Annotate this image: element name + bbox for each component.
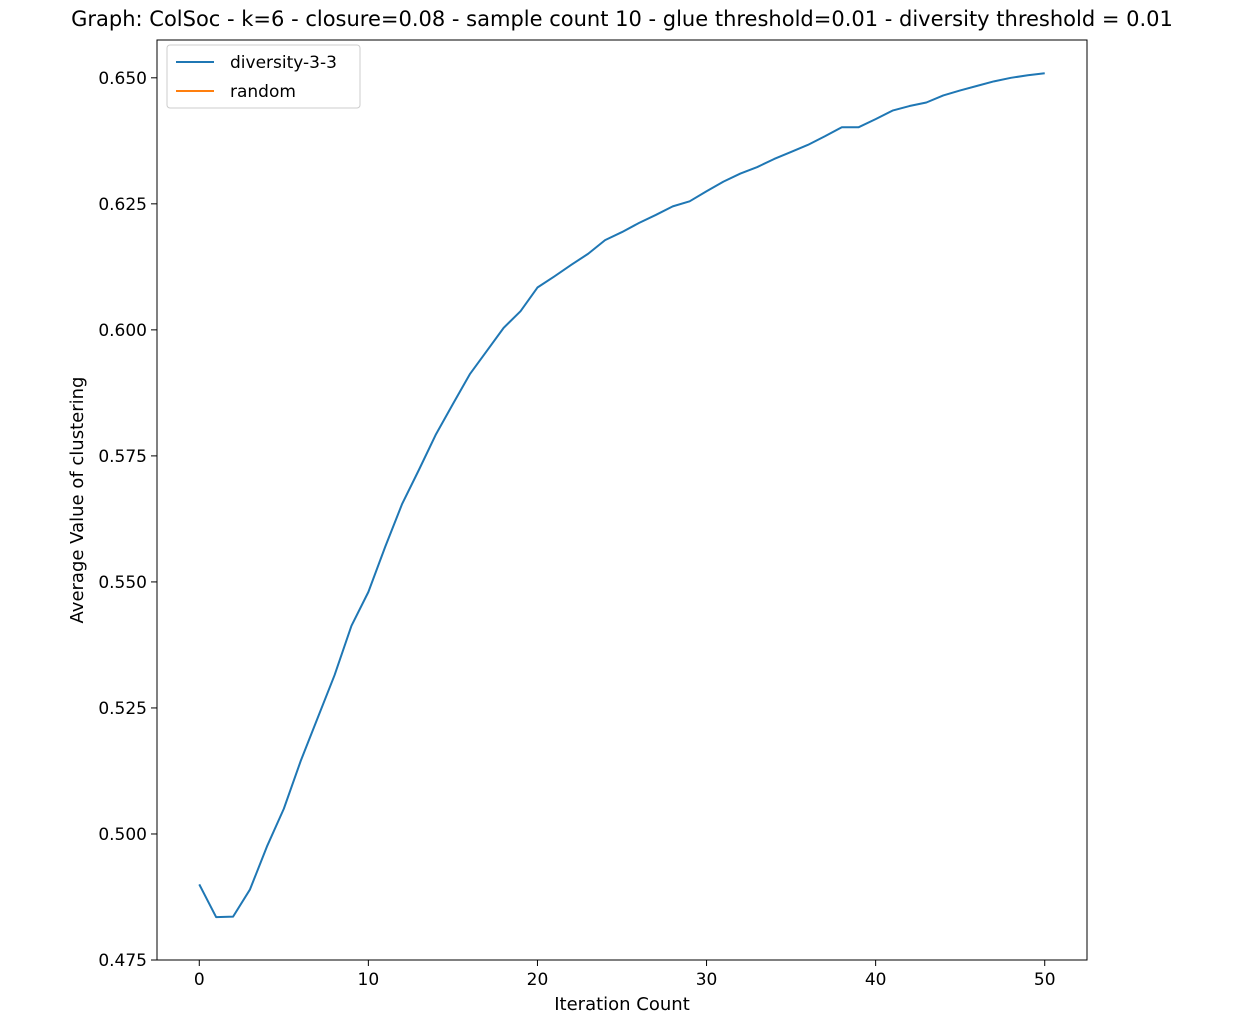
x-tick-label: 10 bbox=[358, 970, 380, 990]
x-axis-label: Iteration Count bbox=[554, 994, 690, 1015]
y-tick-label: 0.500 bbox=[98, 825, 147, 845]
legend-label-diversity-3-3: diversity-3-3 bbox=[230, 53, 337, 73]
y-axis-ticks: 0.475 0.500 0.525 0.550 0.575 0.600 0.625 0.650 bbox=[98, 69, 157, 971]
y-tick-label: 0.600 bbox=[98, 321, 147, 341]
x-tick-label: 50 bbox=[1034, 970, 1056, 990]
y-tick-label: 0.625 bbox=[98, 195, 147, 215]
x-tick-label: 0 bbox=[194, 970, 205, 990]
y-tick-label: 0.475 bbox=[98, 951, 147, 971]
series-line-diversity-3-3 bbox=[198, 72, 1045, 919]
y-tick-label: 0.525 bbox=[98, 699, 147, 719]
x-tick-label: 40 bbox=[865, 970, 887, 990]
plot-frame bbox=[156, 39, 1088, 961]
legend-label-random: random bbox=[230, 82, 296, 102]
chart-title: Graph: ColSoc - k=6 - closure=0.08 - sam… bbox=[71, 7, 1173, 31]
y-axis-label: Average Value of clustering bbox=[67, 377, 88, 624]
x-tick-label: 20 bbox=[527, 970, 549, 990]
legend-box bbox=[166, 44, 361, 109]
series-lines bbox=[198, 72, 1045, 919]
plot-area: 0 10 20 30 40 50 0.475 0.500 0.525 0.550 0.575 0.6… bbox=[98, 39, 1088, 990]
y-tick-label: 0.550 bbox=[98, 573, 147, 593]
y-tick-label: 0.575 bbox=[98, 447, 147, 467]
legend: diversity-3-3 random bbox=[166, 44, 361, 109]
y-tick-label: 0.650 bbox=[98, 69, 147, 89]
x-tick-label: 30 bbox=[696, 970, 718, 990]
x-axis-ticks: 0 10 20 30 40 50 bbox=[194, 960, 1056, 990]
